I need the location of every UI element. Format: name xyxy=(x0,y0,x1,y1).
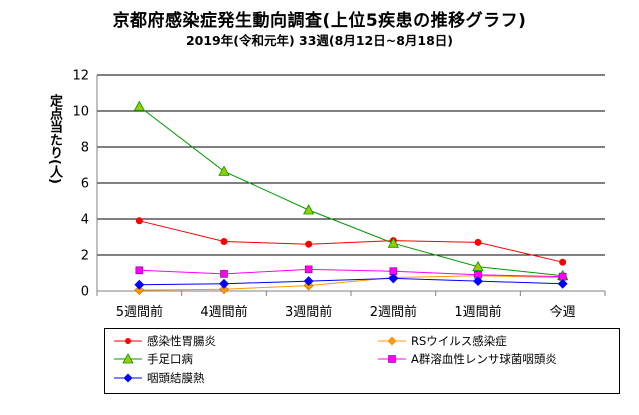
series-line xyxy=(139,106,563,277)
legend-label: RSウイルス感染症 xyxy=(411,334,507,348)
data-point xyxy=(219,278,229,289)
data-point xyxy=(134,279,145,290)
y-tick-label: 8 xyxy=(81,141,89,156)
x-tick-label: 5週間前 xyxy=(116,304,163,320)
legend-label: 感染性胃腸炎 xyxy=(147,334,216,348)
legend-label: 咽頭結膜熱 xyxy=(147,371,205,385)
y-tick-label: 4 xyxy=(81,213,89,228)
y-axis-label: 定点当たり(人) xyxy=(47,94,62,184)
x-tick-label: 3週間前 xyxy=(285,304,332,320)
legend-item: A群溶血性レンサ球菌咽頭炎 xyxy=(377,351,557,367)
data-point xyxy=(559,258,567,266)
legend-label: 手足口病 xyxy=(147,352,193,366)
data-point xyxy=(302,204,315,215)
y-tick-label: 6 xyxy=(81,177,89,192)
legend-swatch xyxy=(378,355,406,363)
y-tick-label: 10 xyxy=(72,105,89,120)
y-tick-label: 2 xyxy=(81,249,89,264)
data-point xyxy=(472,260,484,272)
series-line xyxy=(139,277,563,286)
legend-swatch xyxy=(114,353,142,364)
legend-swatch xyxy=(114,338,142,344)
data-point xyxy=(135,266,144,275)
line-chart: 0 2 4 6 8 10 12 5週間前 4週間前 3週間前 2週間前 1週間前 今週 xyxy=(72,69,606,320)
chart-subtitle: 2019年(令和元年) 33週(8月12日~8月18日) xyxy=(185,33,454,48)
data-point xyxy=(303,276,314,287)
data-point xyxy=(473,276,483,287)
x-tick-label: 2週間前 xyxy=(370,304,417,320)
chart-legend: 感染性胃腸炎 RSウイルス感染症手足口病 A群溶血性レンサ球菌咽頭炎咽頭結膜熱 xyxy=(104,328,620,394)
series-line xyxy=(139,268,563,278)
legend-item: 手足口病 xyxy=(113,351,193,367)
data-point xyxy=(133,100,146,111)
data-point xyxy=(218,165,230,176)
data-point xyxy=(135,217,143,225)
x-tick-label: 4週間前 xyxy=(200,304,247,320)
y-tick-label: 12 xyxy=(72,69,89,84)
data-point xyxy=(304,265,313,274)
x-tick-label: 今週 xyxy=(550,304,576,320)
data-point xyxy=(474,238,482,246)
x-tick-label: 1週間前 xyxy=(454,304,501,320)
legend-item: RSウイルス感染症 xyxy=(377,333,507,349)
data-point xyxy=(388,273,399,284)
legend-swatch xyxy=(378,336,406,346)
legend-item: 感染性胃腸炎 xyxy=(113,333,216,349)
legend-swatch xyxy=(114,373,142,383)
legend-label: A群溶血性レンサ球菌咽頭炎 xyxy=(411,352,557,366)
data-point xyxy=(305,240,313,248)
data-point xyxy=(557,278,568,289)
data-point xyxy=(134,285,145,296)
chart-title: 京都府感染症発生動向調査(上位5疾患の推移グラフ) xyxy=(112,11,527,31)
data-point xyxy=(220,270,228,278)
series-line xyxy=(139,275,563,291)
y-tick-label: 0 xyxy=(81,285,89,300)
data-point xyxy=(387,237,400,248)
series-line xyxy=(139,220,563,263)
data-point xyxy=(220,238,228,245)
data-point xyxy=(219,284,229,295)
legend-item: 咽頭結膜熱 xyxy=(113,370,205,386)
